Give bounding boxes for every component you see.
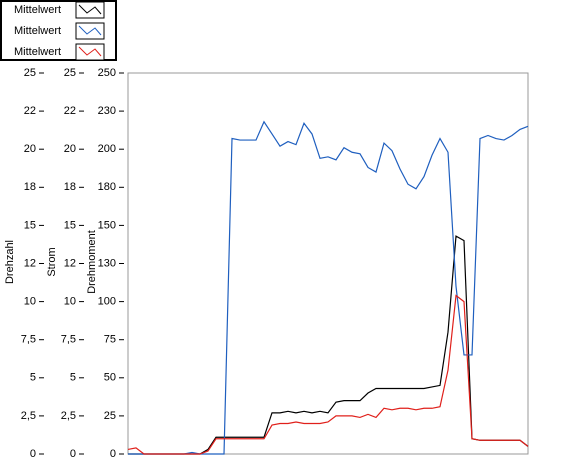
y-tick-label: 2,5 <box>21 410 36 422</box>
y-tick-label: 12 <box>24 257 36 269</box>
series-line <box>128 120 529 455</box>
y-tick-label: 0 <box>30 448 36 459</box>
y-tick-label: 7,5 <box>61 334 76 346</box>
y-tick-label: 22 <box>64 105 76 117</box>
y-tick-label: 100 <box>98 296 116 308</box>
y-tick-label: 12 <box>64 257 76 269</box>
y-tick-label: 25 <box>24 67 36 79</box>
y-tick-label: 10 <box>64 296 76 308</box>
axis-title: Strom <box>46 247 58 276</box>
legend-label: Mittelwert <box>14 4 61 16</box>
y-tick-label: 5 <box>70 372 76 384</box>
y-tick-label: 75 <box>104 334 116 346</box>
legend-label: Mittelwert <box>14 46 61 58</box>
y-tick-label: 25 <box>104 410 116 422</box>
y-tick-label: 0 <box>70 448 76 459</box>
y-tick-label: 130 <box>98 257 116 269</box>
y-tick-label: 5 <box>30 372 36 384</box>
legend-line <box>78 25 102 36</box>
y-tick-label: 15 <box>64 219 76 231</box>
axis-title: Drehmoment <box>86 230 98 294</box>
plot-area <box>127 72 529 455</box>
y-tick-label: 22 <box>24 105 36 117</box>
legend-label: Mittelwert <box>14 25 61 37</box>
y-tick-label: 7,5 <box>21 334 36 346</box>
y-tick-label: 20 <box>24 143 36 155</box>
y-tick-label: 18 <box>24 181 36 193</box>
axis-title: Drehzahl <box>4 240 16 284</box>
y-tick-label: 25 <box>64 67 76 79</box>
y-tick-label: 0 <box>110 448 116 459</box>
series-line <box>127 294 529 455</box>
y-tick-label: 180 <box>98 181 116 193</box>
legend-swatch <box>75 22 105 40</box>
y-tick-label: 250 <box>98 67 116 79</box>
y-tick-label: 20 <box>64 143 76 155</box>
y-tick-label: 18 <box>64 181 76 193</box>
legend-swatch <box>75 1 105 19</box>
y-tick-label: 230 <box>98 105 116 117</box>
legend-swatch <box>75 43 105 61</box>
y-tick-label: 200 <box>98 143 116 155</box>
legend-line <box>78 4 102 15</box>
y-tick-label: 50 <box>104 372 116 384</box>
y-tick-label: 10 <box>24 296 36 308</box>
y-tick-label: 15 <box>24 219 36 231</box>
y-tick-label: 150 <box>98 219 116 231</box>
y-tick-label: 2,5 <box>61 410 76 422</box>
legend-line <box>78 46 102 57</box>
